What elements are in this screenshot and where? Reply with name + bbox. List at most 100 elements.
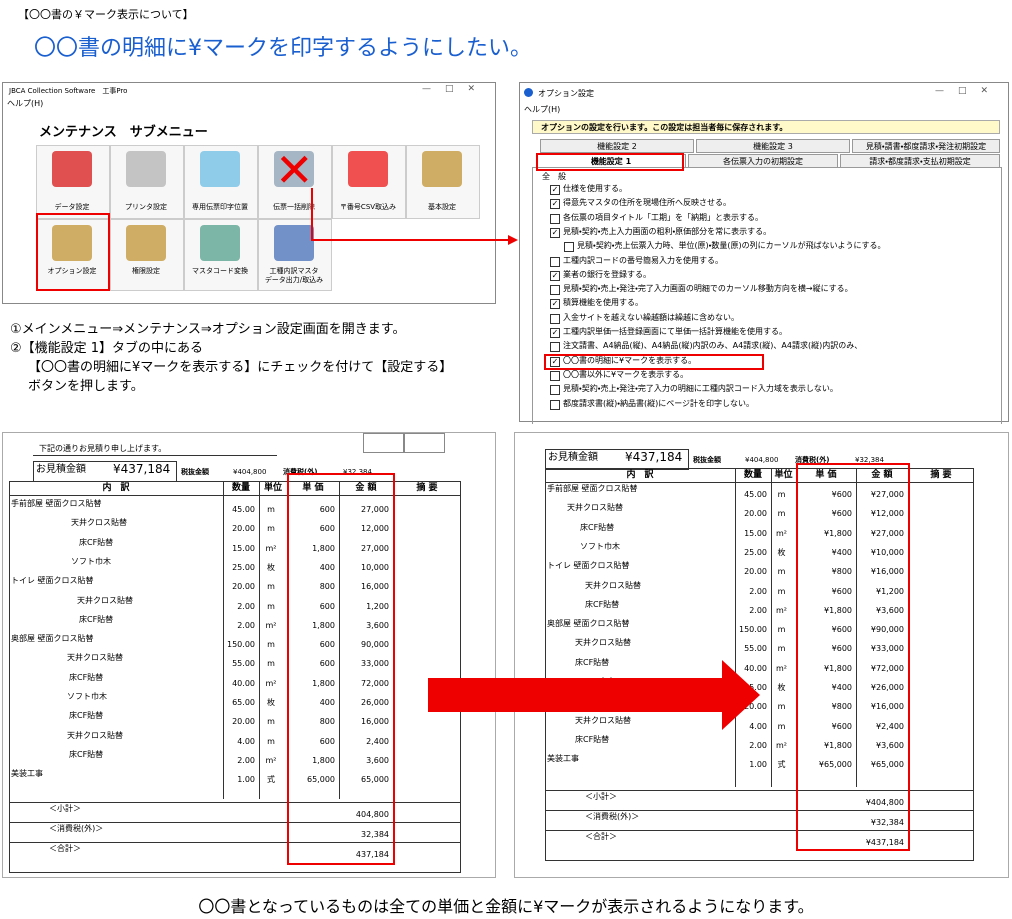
checkbox[interactable]: ✓ — [550, 185, 560, 195]
highlight-box — [796, 463, 910, 851]
item-name: トイレ 壁面クロス貼替 — [11, 576, 94, 586]
checkbox[interactable]: ✓ — [550, 199, 560, 210]
column-header: 単 価 — [302, 483, 324, 493]
quantity: 55.00 — [744, 644, 767, 654]
window-title: オプション設定 — [538, 89, 594, 98]
checkbox[interactable]: ✓ — [550, 227, 560, 238]
amount: ¥65,000 — [870, 760, 904, 770]
unit-price: ¥1,800 — [824, 528, 852, 538]
unit-price: ¥400 — [831, 547, 852, 557]
total-rule — [9, 822, 461, 823]
amount: 90,000 — [361, 640, 389, 650]
column-rule — [259, 481, 260, 799]
item-name: トイレ 壁面クロス貼替 — [547, 561, 630, 571]
icon-label: 権限設定 — [132, 267, 160, 275]
quantity: 20.00 — [744, 509, 767, 519]
checkbox[interactable]: ✓ — [550, 356, 560, 367]
quantity: 65.00 — [232, 698, 255, 707]
amount: ¥90,000 — [870, 625, 904, 635]
column-rule — [771, 468, 772, 787]
quantity: 4.00 — [237, 736, 255, 746]
checkbox[interactable]: ✓ — [550, 328, 560, 338]
unit-price: ¥600 — [831, 509, 852, 519]
option-label: 積算機能を使用する。 — [563, 298, 643, 308]
checkbox[interactable] — [550, 399, 560, 410]
window-controls[interactable]: —□✕ — [421, 84, 489, 94]
instruction-line: ボタンを押します。 — [28, 379, 144, 394]
tab[interactable]: 見積・請書・都度請求・発注初期設定 — [852, 139, 1000, 153]
menu-bar[interactable]: ヘルプ(H) — [524, 105, 561, 114]
notice: オプションの設定を行います。この設定は担当者毎に保存されます。 — [532, 120, 1000, 134]
instruction-line: 【〇〇書の明細に¥マークを表示する】にチェックを付けて【設定する】 — [28, 360, 453, 375]
amount: ¥10,000 — [870, 547, 904, 557]
tab[interactable]: 機能設定 2 — [540, 139, 694, 153]
column-header: 金 額 — [355, 483, 377, 493]
unit: m — [777, 567, 786, 577]
quantity: 20.00 — [232, 717, 255, 727]
icon-graphic — [200, 151, 240, 187]
quantity: 20.00 — [744, 702, 767, 712]
unit: m — [777, 509, 786, 519]
total-value: 32,384 — [361, 830, 389, 839]
unit-price: ¥800 — [831, 702, 852, 712]
icon-label: 専用伝票印字位置 — [192, 203, 248, 211]
total-label: ＜消費税(外)＞ — [49, 824, 104, 833]
checkbox[interactable] — [550, 213, 560, 224]
checkbox[interactable] — [550, 370, 560, 381]
tab[interactable]: 各伝票入力の初期設定 — [688, 154, 838, 168]
estimate-label: お見積金額 — [548, 452, 598, 463]
item-name: 床CF貼替 — [575, 696, 610, 706]
note: 【〇〇書の￥マーク表示について】 — [18, 8, 194, 21]
column-header: 数量 — [231, 483, 250, 493]
tab[interactable]: 機能設定 3 — [696, 139, 850, 153]
menu-bar[interactable]: ヘルプ(H) — [7, 99, 44, 108]
window-title: JBCA Collection Software 工事Pro — [9, 87, 128, 95]
quantity: 45.00 — [232, 505, 255, 514]
quantity: 150.00 — [227, 640, 255, 650]
unit: m² — [265, 620, 277, 630]
total-label: ＜消費税(外)＞ — [585, 812, 640, 821]
tab[interactable]: 請求・都度請求・支払初期設定 — [840, 154, 1000, 168]
icon-graphic — [274, 151, 314, 187]
intro: 下記の通りお見積り申し上げます。 — [39, 444, 167, 453]
quantity: 2.00 — [749, 586, 767, 596]
unit-price: 1,800 — [312, 620, 335, 630]
checkbox[interactable] — [550, 342, 560, 353]
rule — [33, 455, 277, 456]
amount: 27,000 — [361, 543, 389, 553]
item-name: ソフト巾木 — [67, 692, 107, 701]
estimate-before: 下記の通りお見積り申し上げます。 お見積金額 ¥437,184 税抜金額 ¥404,80… — [2, 432, 496, 878]
total-rule — [545, 830, 974, 831]
option-label: 見積・契約・売上入力画面の粗利・原価部分を常に表示する。 — [563, 226, 772, 236]
quantity: 2.00 — [749, 605, 767, 615]
unit-price: 600 — [319, 524, 335, 534]
unit-price: ¥1,800 — [824, 663, 852, 673]
checkbox[interactable]: ✓ — [550, 270, 560, 281]
unit: 枚 — [267, 698, 275, 707]
app-icon — [524, 88, 533, 97]
highlight-box — [287, 473, 395, 865]
item-name: ソフト巾木 — [575, 677, 615, 686]
checkbox[interactable]: ✓ — [550, 299, 560, 310]
option-label: 見積・契約・売上伝票入力時、単位(原)・数量(原)の列にカーソルが飛ばないように… — [577, 241, 886, 251]
checkbox[interactable] — [550, 385, 560, 396]
unit: 枚 — [777, 547, 786, 557]
tax-label: 消費税(外) — [795, 456, 830, 464]
quantity: 40.00 — [232, 678, 255, 688]
column-header: 摘 要 — [930, 470, 952, 480]
checkbox[interactable] — [564, 242, 574, 253]
option-label: 見積・契約・売上・発注・完了入力画面の明細でのカーソル移動方向を横→縦にする。 — [563, 284, 853, 294]
item-name: 床CF貼替 — [69, 749, 104, 759]
window-controls[interactable]: —□✕ — [934, 86, 1002, 96]
amount: 16,000 — [361, 582, 389, 592]
column-rule — [223, 481, 224, 799]
checkbox[interactable] — [550, 313, 560, 324]
item-name: 天井クロス貼替 — [575, 638, 631, 648]
checkbox[interactable] — [550, 256, 560, 267]
item-name: 床CF貼替 — [79, 537, 114, 547]
total-value: ¥437,184 — [865, 838, 904, 847]
amount: 3,600 — [366, 755, 389, 765]
instruction-line: ②【機能設定 1】タブの中にある — [10, 341, 204, 356]
checkbox[interactable] — [550, 285, 560, 296]
